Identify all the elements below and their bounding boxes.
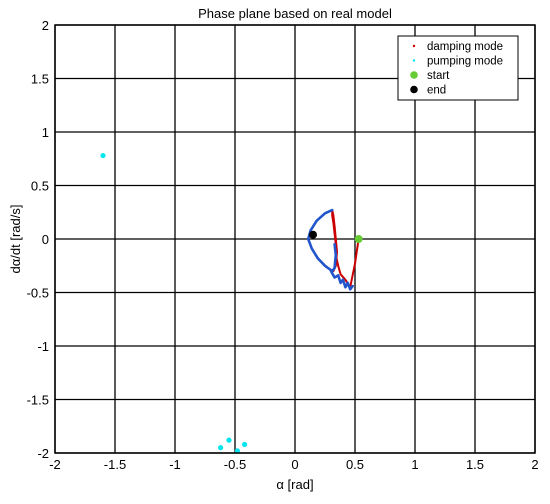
axes: -2 -1.5 -1 -0.5 0 0.5 1 1.5 2 -2 -1.5 -1 -0.5 0 0.5 1 1.… [27,18,539,472]
legend-marker [412,44,416,48]
y-tick-label: -0.5 [27,286,49,301]
legend-marker [410,71,418,79]
y-tick-label: -2 [37,446,49,461]
x-tick-label: -0.5 [224,457,246,472]
x-tick-label: -1 [169,457,181,472]
x-axis-label: α [rad] [276,477,313,492]
start-marker [354,235,363,243]
y-tick-label: 1 [42,125,49,140]
legend-marker [410,85,418,94]
x-tick-label: -1.5 [104,457,126,472]
y-tick-label: 1.5 [31,72,49,87]
series-layer [306,208,360,291]
x-tick-label: 2 [531,457,538,472]
pumping-mode-point [100,152,106,159]
legend: damping mode pumping mode start end [397,35,519,101]
legend-box [397,35,519,101]
legend-label: start [427,70,450,82]
trajectory-line [329,269,354,291]
y-tick-label: -1 [37,339,49,354]
legend-items: damping mode pumping mode start end [410,41,503,97]
legend-label: end [427,85,446,97]
end-marker [309,230,317,239]
x-tick-label: 0 [291,457,298,472]
plot-border [54,24,536,454]
y-axis-label: dα/dt [rad/s] [8,205,23,274]
x-tick-label: 1.5 [466,457,484,472]
trajectory-line [306,208,338,273]
pumping-mode-point [226,437,232,443]
legend-marker [412,59,416,62]
y-tick-label: -1.5 [27,393,49,408]
points-layer [100,152,363,454]
legend-label: damping mode [427,41,503,53]
chart-title: Phase plane based on real model [198,6,392,21]
pumping-mode-point [218,445,224,451]
pumping-mode-point [234,448,240,454]
y-tick-label: 2 [42,18,49,33]
y-tick-label: 0.5 [31,179,49,194]
legend-label: pumping mode [427,56,503,68]
x-tick-label: -2 [49,457,61,472]
damping-mode-line [331,209,360,289]
x-tick-label: 0.5 [346,457,364,472]
y-tick-label: 0 [42,232,49,247]
pumping-mode-point [242,441,248,448]
x-tick-label: 1 [411,457,418,472]
